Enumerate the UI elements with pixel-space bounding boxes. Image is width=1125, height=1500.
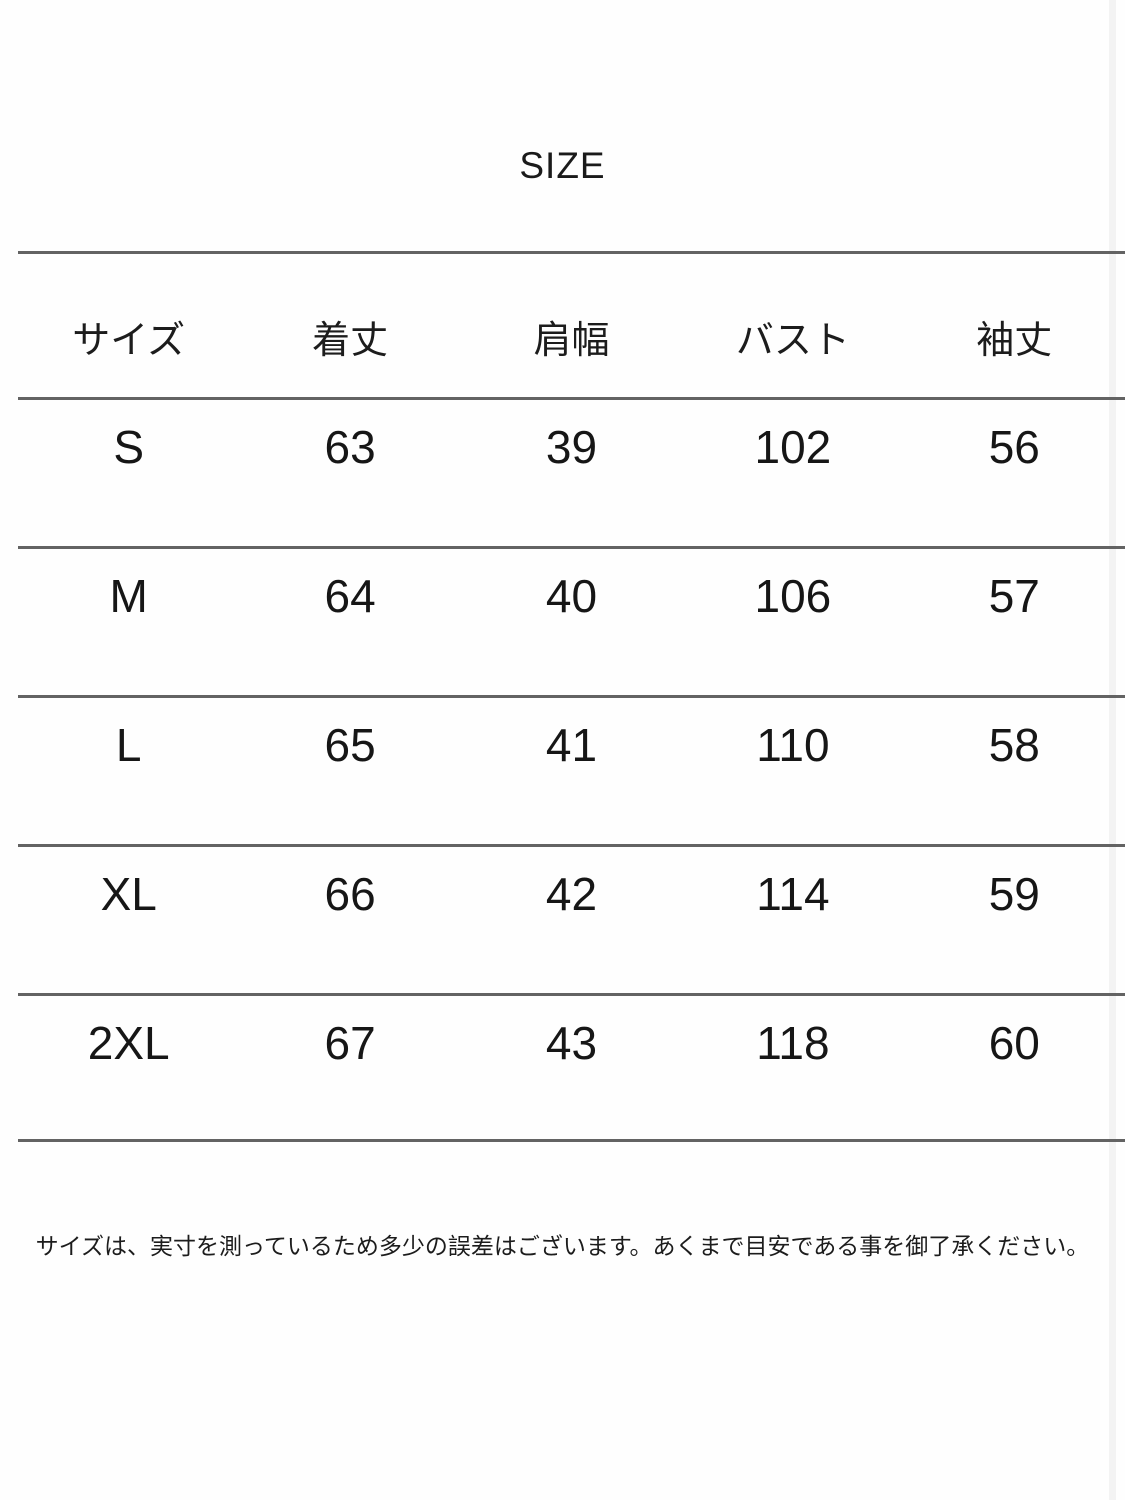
shoulder-value: 43 xyxy=(545,1017,598,1069)
size-label: S xyxy=(113,421,145,473)
shoulder-value: 39 xyxy=(545,421,598,473)
table-row-s: S 63 39 102 56 xyxy=(18,397,1125,546)
shoulder-value: 41 xyxy=(545,719,598,771)
length-value: 67 xyxy=(324,1017,376,1069)
column-header-size: サイズ xyxy=(72,320,186,362)
sleeve-value: 56 xyxy=(988,421,1040,473)
bust-value: 102 xyxy=(754,421,832,473)
table-row-2xl: 2XL 67 43 118 60 xyxy=(18,993,1125,1142)
sleeve-value: 57 xyxy=(988,570,1040,622)
length-value: 65 xyxy=(324,719,376,771)
bust-value: 114 xyxy=(756,868,830,920)
page-title: SIZE xyxy=(519,145,606,186)
size-label: 2XL xyxy=(87,1017,170,1069)
disclaimer-note: サイズは、実寸を測っているため多少の誤差はございます。あくまで目安である事を御了… xyxy=(35,1233,1090,1259)
length-value: 64 xyxy=(324,570,376,622)
bust-value: 106 xyxy=(754,570,832,622)
shoulder-value: 40 xyxy=(545,570,598,622)
table-row-l: L 65 41 110 58 xyxy=(18,695,1125,844)
size-label: M xyxy=(109,570,148,622)
length-value: 66 xyxy=(324,868,376,920)
bust-value: 110 xyxy=(756,719,830,771)
column-header-shoulder: 肩幅 xyxy=(533,320,610,362)
column-header-sleeve: 袖丈 xyxy=(976,320,1053,362)
sleeve-value: 59 xyxy=(988,868,1040,920)
size-label: XL xyxy=(100,868,157,920)
page-edge-shading xyxy=(1109,0,1116,1500)
length-value: 63 xyxy=(324,421,376,473)
table-row-xl: XL 66 42 114 59 xyxy=(18,844,1125,993)
shoulder-value: 42 xyxy=(545,868,598,920)
size-table: サイズ 着丈 肩幅 バスト 袖丈 S 63 39 102 56 M 64 40 … xyxy=(0,251,1125,1142)
table-row-m: M 64 40 106 57 xyxy=(18,546,1125,695)
column-header-bust: バスト xyxy=(735,320,850,362)
column-header-length: 着丈 xyxy=(312,320,389,362)
sleeve-value: 60 xyxy=(988,1017,1040,1069)
sleeve-value: 58 xyxy=(988,719,1040,771)
size-label: L xyxy=(115,719,142,771)
table-header-row: サイズ 着丈 肩幅 バスト 袖丈 xyxy=(18,251,1125,397)
bust-value: 118 xyxy=(756,1017,830,1069)
